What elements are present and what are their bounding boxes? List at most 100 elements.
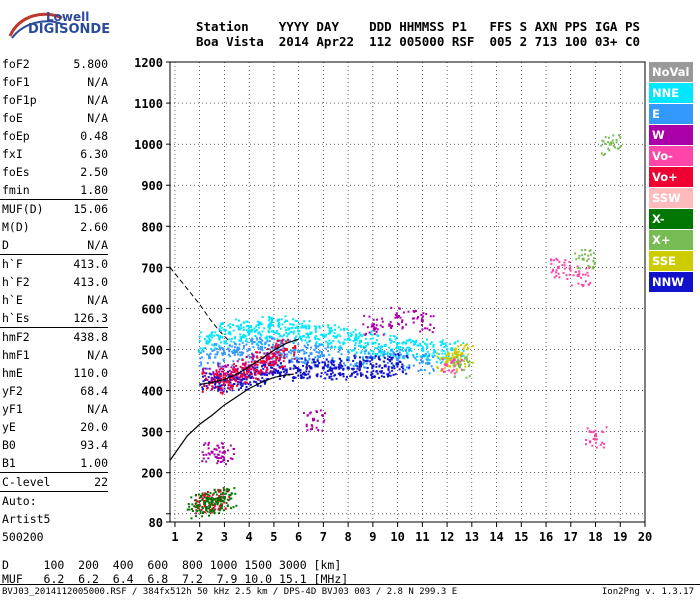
echo-cluster	[600, 134, 623, 157]
y-tick-label: 400	[141, 385, 163, 399]
data-point	[358, 339, 362, 343]
x-tick-label: 13	[465, 530, 479, 544]
data-point	[267, 325, 271, 329]
muf-table: D 100 200 400 600 800 1000 1500 3000 [km…	[2, 558, 348, 586]
x-tick-label: 7	[320, 530, 327, 544]
x-tick-label: 20	[638, 530, 652, 544]
param-name: B0	[2, 438, 16, 452]
data-point	[556, 265, 560, 269]
muf-value-row: MUF 6.2 6.2 6.4 6.8 7.2 7.9 10.0 15.1 [M…	[2, 572, 349, 586]
x-tick-label: 8	[345, 530, 352, 544]
param-name: yF1	[2, 402, 23, 416]
legend-item-nne: NNE	[649, 83, 693, 103]
param-row: fxI 6.30	[0, 145, 112, 163]
y-tick-label: 80	[149, 516, 163, 530]
legend-item-nnw: NNW	[649, 272, 693, 292]
data-point	[247, 374, 251, 378]
echo-cluster	[300, 343, 323, 367]
echo-cluster	[227, 343, 250, 364]
x-tick-label: 16	[539, 530, 553, 544]
data-point	[297, 329, 301, 333]
echo-cluster	[374, 355, 397, 379]
data-point	[237, 327, 241, 331]
station-header: Station YYYY DAY DDD HHMMSS P1 FFS S AXN…	[196, 19, 640, 49]
footer-version: Ion2Png v. 1.3.17	[601, 587, 694, 597]
data-point	[297, 350, 301, 354]
param-value: 68.4	[80, 384, 108, 398]
param-name: foF1p	[2, 93, 37, 107]
echo-cluster	[218, 322, 239, 345]
x-tick-label: 12	[440, 530, 454, 544]
param-name: M(D)	[2, 220, 30, 234]
param-row: C-level 22	[0, 473, 112, 491]
echo-cluster	[213, 442, 236, 466]
data-point	[217, 497, 221, 501]
data-point	[608, 142, 612, 146]
data-point	[309, 366, 313, 370]
y-tick-label: 1200	[134, 56, 163, 70]
echo-cluster	[450, 355, 471, 379]
param-row: B0 93.4	[0, 436, 112, 454]
data-point	[205, 339, 209, 343]
data-point	[195, 504, 199, 508]
scaled-parameters-panel: foF2 5.800 foF1 N/A foF1p N/A foE N/A foEp 0.48 fx…	[0, 55, 112, 546]
param-value: 1.80	[80, 183, 108, 197]
data-point	[594, 434, 598, 438]
param-separator	[0, 491, 108, 492]
data-point	[247, 364, 251, 368]
param-row: yF1 N/A	[0, 400, 112, 418]
data-point	[358, 364, 362, 368]
virtual-height-trace	[199, 338, 299, 386]
param-row: foF1p N/A	[0, 91, 112, 109]
data-point	[321, 333, 325, 337]
echo-cluster	[186, 496, 211, 520]
data-point	[346, 356, 350, 360]
x-tick-label: 18	[588, 530, 602, 544]
legend-item-sse: SSE	[649, 251, 693, 271]
data-point	[371, 364, 375, 368]
data-point	[272, 345, 276, 349]
param-name: yE	[2, 420, 16, 434]
param-value: N/A	[87, 402, 108, 416]
param-row: Artist5	[0, 510, 112, 528]
data-point	[222, 376, 226, 380]
x-tick-label: 17	[564, 530, 578, 544]
param-name: h`F	[2, 257, 23, 271]
data-point	[309, 331, 313, 335]
param-value: N/A	[87, 293, 108, 307]
legend: NoVal NNE E W Vo- Vo+ SSW X- X+ SSE NNW	[649, 62, 693, 293]
data-point	[222, 450, 226, 454]
data-point	[383, 343, 387, 347]
param-value: 1.00	[80, 456, 108, 470]
param-name: foEs	[2, 165, 30, 179]
param-name: fmin	[2, 183, 30, 197]
data-point	[260, 372, 264, 376]
legend-item-e: E	[649, 104, 693, 124]
param-row: foEp 0.48	[0, 127, 112, 145]
x-tick-label: 19	[613, 530, 627, 544]
echo-cluster	[201, 441, 224, 465]
x-tick-label: 5	[270, 530, 277, 544]
data-point	[210, 450, 214, 454]
x-tick-label: 15	[514, 530, 528, 544]
header-labels: Station YYYY DAY DDD HHMMSS P1 FFS S AXN…	[196, 19, 641, 34]
param-value: 15.06	[73, 202, 108, 216]
param-value: 413.0	[73, 275, 108, 289]
data-point	[450, 360, 454, 364]
data-point	[445, 360, 449, 364]
data-point	[203, 502, 207, 506]
logo-line1: Lowell	[46, 10, 90, 24]
data-point	[247, 348, 251, 351]
x-tick-label: 11	[415, 530, 429, 544]
param-row: 500200	[0, 528, 112, 546]
data-point	[420, 348, 424, 351]
data-point	[235, 376, 239, 380]
data-point	[208, 356, 212, 360]
data-point	[420, 319, 424, 323]
param-row: foF1 N/A	[0, 73, 112, 91]
param-name: C-level	[2, 475, 51, 489]
param-row: h`Es 126.3	[0, 309, 112, 327]
echo-cluster	[288, 320, 311, 344]
param-value: 2.50	[80, 165, 108, 179]
echo-cluster	[325, 326, 349, 350]
